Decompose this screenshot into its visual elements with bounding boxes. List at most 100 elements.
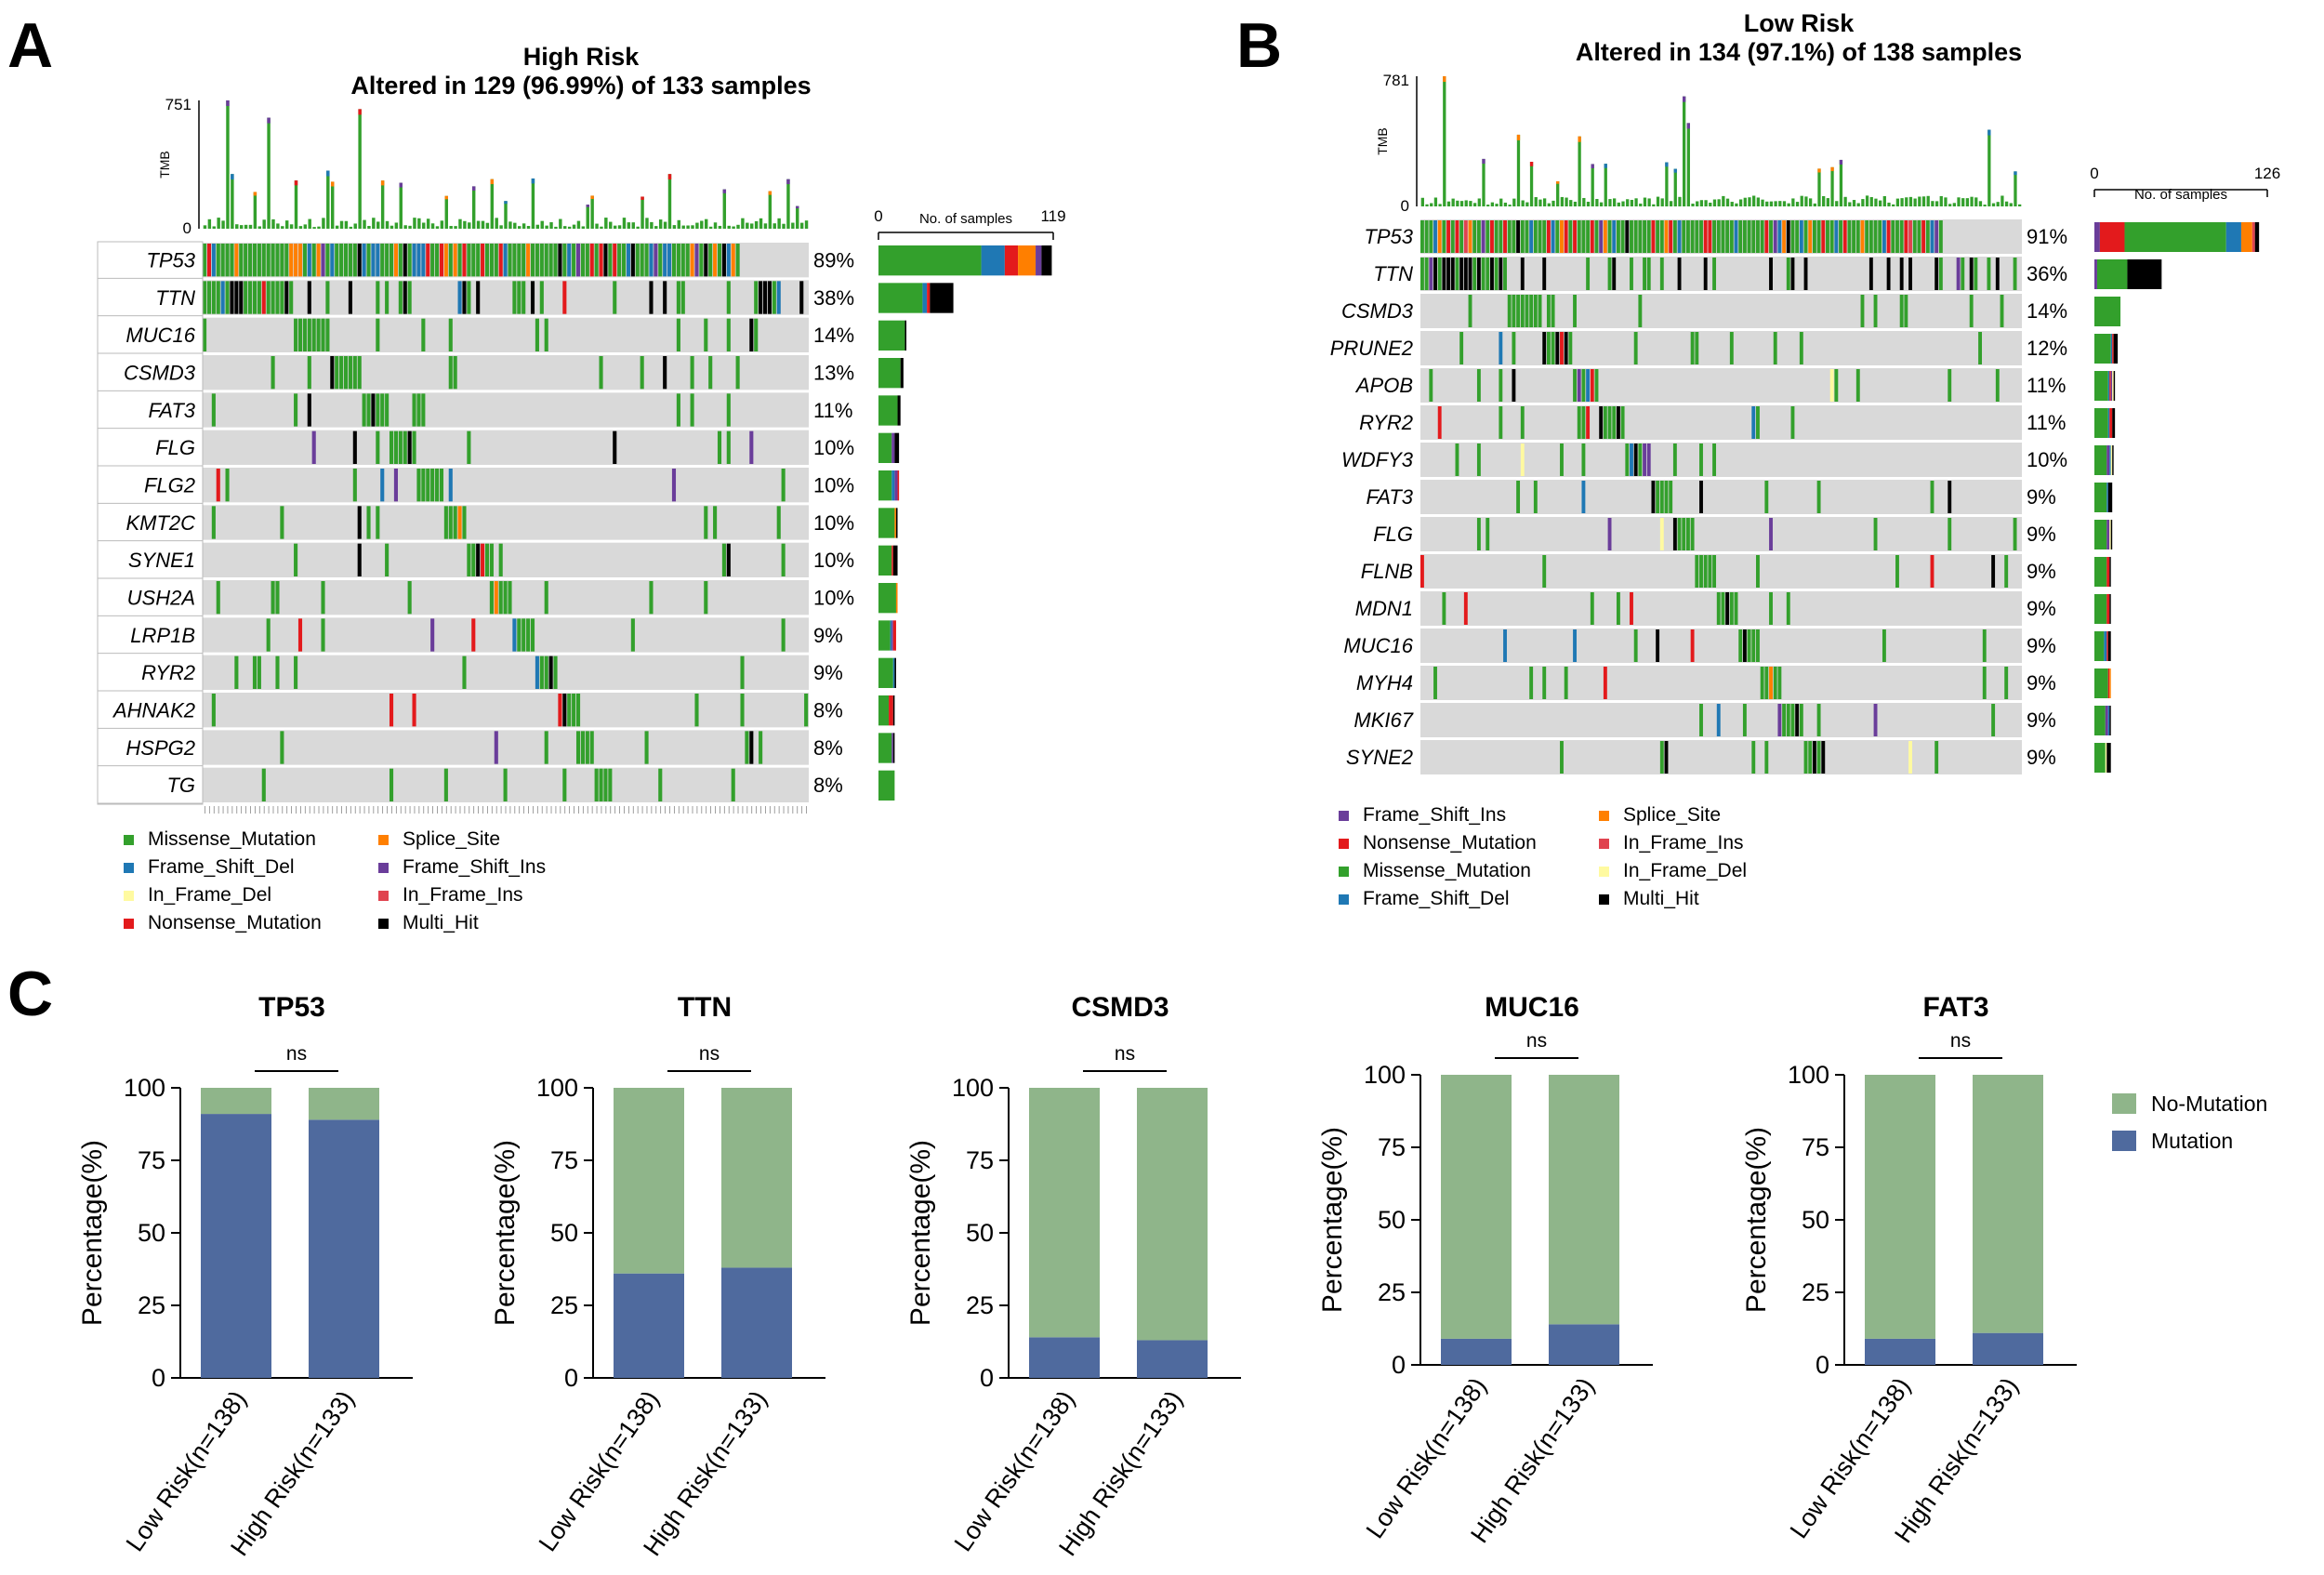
gene-percentage: 9% bbox=[2027, 671, 2056, 695]
oncoprint-cell bbox=[1786, 592, 1790, 625]
oncoprint-cell bbox=[567, 694, 572, 727]
tmb-bar bbox=[495, 218, 498, 229]
oncoprint-cell bbox=[275, 655, 280, 689]
oncoprint-cell bbox=[280, 506, 284, 539]
legend-swatch bbox=[124, 919, 134, 929]
tmb-bar bbox=[440, 220, 444, 229]
tmb-bar bbox=[1430, 203, 1433, 206]
bar-mutation bbox=[1865, 1338, 1935, 1365]
oncoprint-cell bbox=[453, 244, 457, 277]
oncoprint-cell bbox=[1429, 369, 1433, 402]
oncoprint-cell bbox=[1782, 220, 1787, 253]
oncoprint-cell bbox=[1573, 629, 1577, 662]
tmb-bar bbox=[604, 218, 608, 229]
gene-label: MUC16 bbox=[1343, 634, 1413, 657]
oncoprint-cell bbox=[1429, 258, 1433, 290]
oncoprint-cell bbox=[575, 244, 581, 277]
tmb-bar bbox=[663, 221, 667, 229]
tmb-bar bbox=[1735, 203, 1738, 206]
bar-no-mutation bbox=[309, 1088, 379, 1120]
oncoprint-cell bbox=[1790, 704, 1795, 736]
oncoprint-cell bbox=[297, 244, 303, 277]
tmb-bar bbox=[1512, 198, 1516, 206]
oncoprint-cell bbox=[526, 618, 531, 652]
oncoprint-cell bbox=[376, 318, 380, 351]
oncoprint-cell bbox=[225, 281, 230, 314]
oncoprint-cell bbox=[1742, 220, 1747, 253]
tmb-bar bbox=[1944, 197, 1948, 206]
oncoprint-cell bbox=[1560, 443, 1564, 476]
oncoprint-cell bbox=[704, 581, 708, 615]
oncoprint-cell bbox=[280, 244, 284, 277]
oncoprint-cell bbox=[1991, 555, 1996, 588]
oncoprint-cell bbox=[1682, 220, 1686, 253]
oncoprint-cell bbox=[1463, 592, 1468, 625]
tmb-bar bbox=[1508, 205, 1512, 206]
oncoprint-cell bbox=[325, 244, 330, 277]
tmb-bar bbox=[791, 222, 795, 229]
oncoprint-cell bbox=[1873, 704, 1878, 736]
tmb-bar bbox=[1835, 201, 1839, 206]
oncoprint-cell bbox=[321, 618, 325, 652]
y-tick-label: 50 bbox=[1802, 1206, 1829, 1234]
tmb-bar-segment bbox=[640, 196, 644, 200]
oncoprint-cell bbox=[484, 543, 490, 576]
tmb-bar bbox=[403, 225, 407, 229]
oncoprint-cell bbox=[640, 244, 644, 277]
tmb-bar bbox=[1791, 198, 1795, 206]
oncoprint-cell bbox=[1699, 481, 1703, 513]
oncoprint-cell bbox=[512, 244, 517, 277]
oncoprint-cell bbox=[512, 618, 517, 652]
oncoprint-cell bbox=[1463, 220, 1468, 253]
oncoprint-cell bbox=[1799, 332, 1803, 364]
tmb-bar bbox=[2018, 204, 2022, 206]
oncoprint-cell bbox=[1564, 667, 1568, 699]
sample-count-segment bbox=[2094, 334, 2111, 364]
oncoprint-cell bbox=[526, 244, 531, 277]
bar-no-mutation bbox=[1029, 1088, 1100, 1338]
oncoprint-cell bbox=[467, 244, 471, 277]
oncoprint-cell bbox=[1529, 667, 1534, 699]
oncoprint-cell bbox=[617, 244, 622, 277]
tmb-bar bbox=[1630, 199, 1634, 206]
oncoprint-cell bbox=[1695, 332, 1699, 364]
tmb-bar bbox=[1970, 196, 1974, 206]
sample-count-segment bbox=[892, 733, 895, 763]
tmb-bar bbox=[1595, 198, 1599, 206]
tmb-bar bbox=[1722, 195, 1725, 206]
oncoprint-cell bbox=[603, 768, 608, 801]
oncoprint-cell bbox=[307, 318, 311, 351]
y-tick-label: 25 bbox=[550, 1291, 578, 1319]
oncoprint-cell bbox=[271, 356, 275, 390]
oncoprint-cell bbox=[1560, 220, 1564, 253]
oncoprint-cell bbox=[407, 581, 412, 615]
oncoprint-cell bbox=[216, 244, 220, 277]
oncoprint-cell bbox=[544, 731, 548, 764]
tmb-bar bbox=[1621, 201, 1625, 206]
oncoprint-cell bbox=[481, 244, 485, 277]
sample-count-segment bbox=[2094, 445, 2107, 475]
tmb-bar bbox=[586, 205, 589, 229]
tmb-bar-segment bbox=[2014, 171, 2017, 176]
legend-swatch bbox=[124, 891, 134, 901]
x-tick-label: High Risk(n=133) bbox=[638, 1385, 772, 1561]
tmb-bar bbox=[253, 192, 257, 229]
legend-label: Multi_Hit bbox=[1623, 888, 1699, 909]
tmb-bar-segment bbox=[1482, 158, 1486, 165]
gene-label: WDFY3 bbox=[1341, 448, 1414, 471]
y-tick-label: 25 bbox=[966, 1291, 994, 1319]
oncoprint-cell bbox=[1672, 443, 1677, 476]
oncoprint-cell bbox=[206, 244, 212, 277]
tmb-bar bbox=[1839, 159, 1843, 206]
oncoprint-cell bbox=[1829, 220, 1834, 253]
tmb-bar-segment bbox=[1987, 129, 1991, 136]
oncoprint-cell bbox=[289, 281, 294, 314]
tmb-bar-segment bbox=[253, 192, 257, 196]
significance-label: ns bbox=[1526, 1030, 1547, 1052]
oncoprint-cell bbox=[1638, 220, 1643, 253]
oncoprint-cell bbox=[663, 244, 667, 277]
sample-count-segment bbox=[2112, 334, 2114, 364]
oncoprint-cell bbox=[1490, 220, 1494, 253]
oncoprint-cell bbox=[403, 281, 407, 314]
tmb-bar bbox=[430, 223, 435, 229]
